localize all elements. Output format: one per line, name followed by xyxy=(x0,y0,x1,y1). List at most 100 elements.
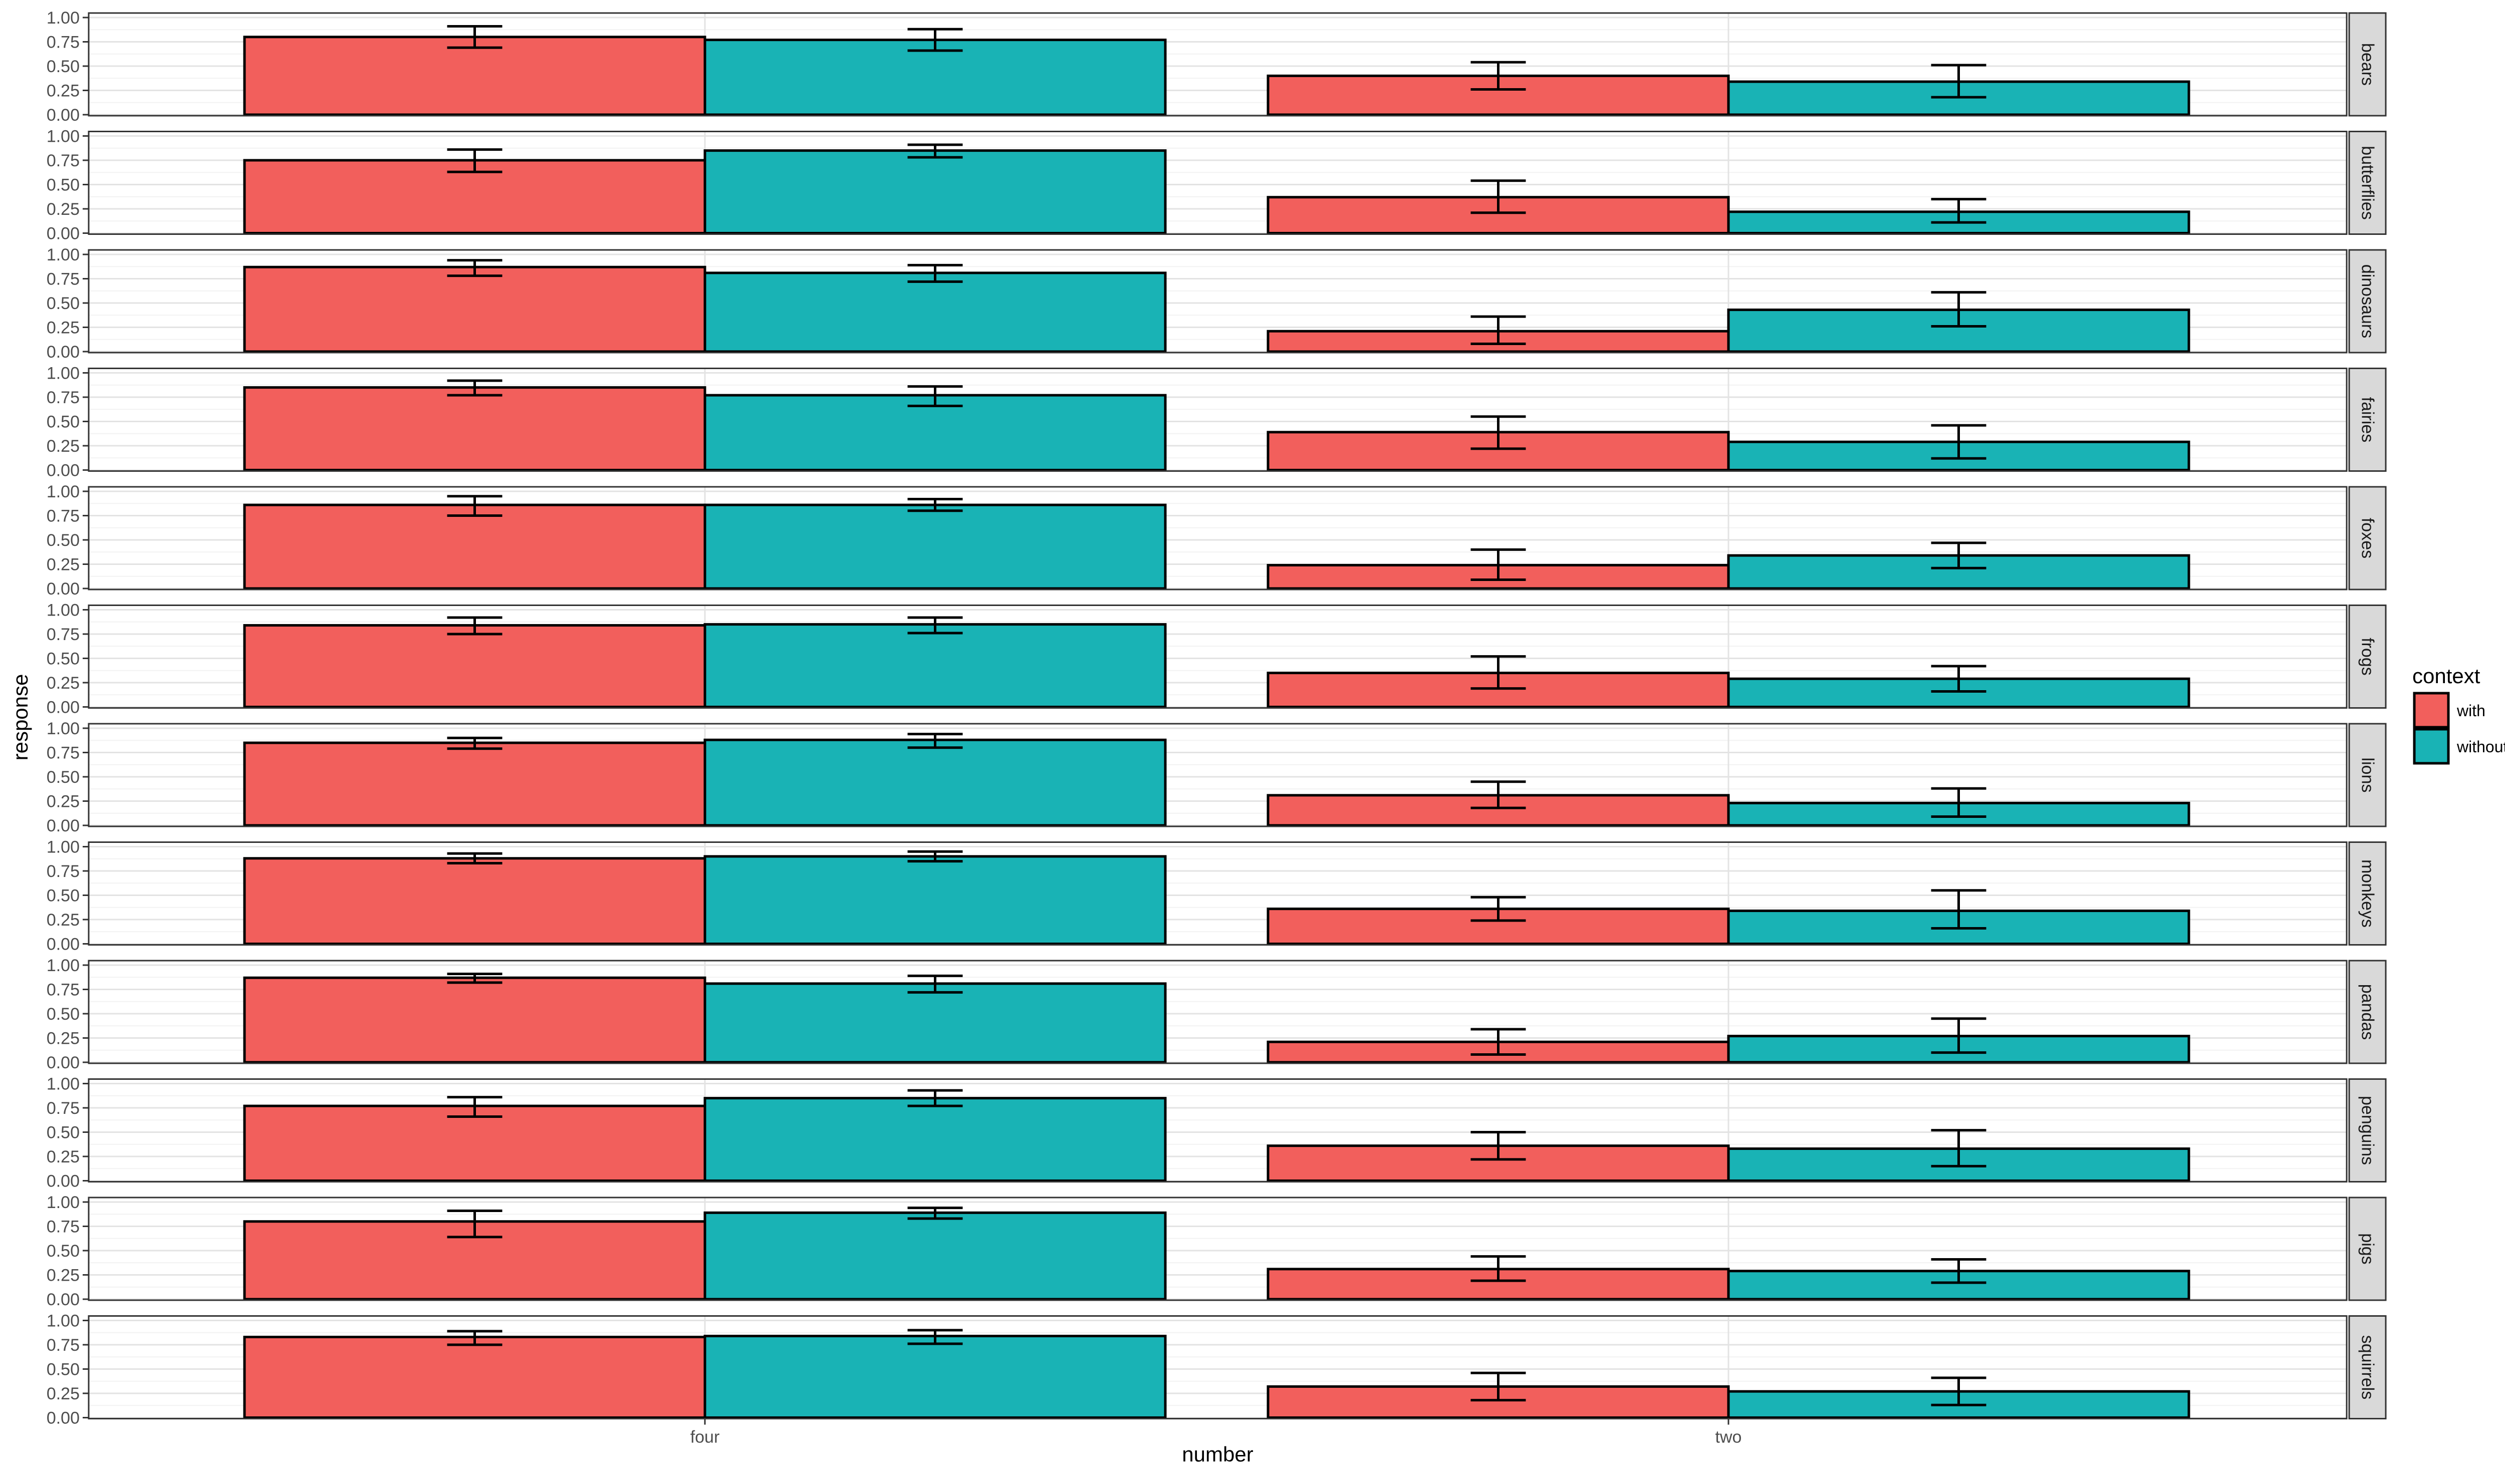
y-tick-label: 0.50 xyxy=(47,413,80,432)
facet-strip xyxy=(2348,131,2387,235)
facet-strip xyxy=(2348,960,2387,1064)
error-bar-foxes-four-with xyxy=(447,495,503,517)
bar-fairies-four-without xyxy=(703,394,1167,471)
facet-strip-label: frogs xyxy=(2358,638,2377,676)
facet-panel-lions: 0.00 0.25 0.50 0.75 1.00 lions xyxy=(47,719,2387,835)
facet-strip-label: lions xyxy=(2358,758,2377,793)
y-tick-label: 0.25 xyxy=(47,200,80,219)
error-bar-pandas-two-with xyxy=(1470,1028,1526,1056)
y-tick-label: 0.25 xyxy=(47,792,80,811)
bar-squirrels-four-with xyxy=(243,1335,706,1419)
error-bar-lions-two-with xyxy=(1470,780,1526,809)
y-tick-label: 0.50 xyxy=(47,886,80,906)
facet-panel-foxes: 0.00 0.25 0.50 0.75 1.00 foxes xyxy=(47,482,2387,599)
bar-pandas-four-without xyxy=(703,982,1167,1064)
y-tick-label: 0.75 xyxy=(47,744,80,763)
error-bar-penguins-two-with xyxy=(1470,1131,1526,1161)
panel-border xyxy=(88,605,2348,709)
bar-foxes-four-without xyxy=(703,503,1167,590)
error-bar-pigs-two-with xyxy=(1470,1255,1526,1282)
y-tick-label: 0.50 xyxy=(47,294,80,313)
error-bar-pigs-four-with xyxy=(447,1209,503,1239)
y-tick-label: 0.50 xyxy=(47,1242,80,1261)
error-bar-penguins-four-with xyxy=(447,1096,503,1118)
error-bar-foxes-two-without xyxy=(1931,541,1986,569)
facet-strip-label: squirrels xyxy=(2358,1335,2377,1399)
error-bar-pigs-two-without xyxy=(1931,1258,1986,1284)
y-tick-label: 1.00 xyxy=(47,9,80,28)
error-bar-fairies-two-with xyxy=(1470,415,1526,450)
y-tick-label: 0.50 xyxy=(47,768,80,787)
facet-panel-frogs: 0.00 0.25 0.50 0.75 1.00 frogs xyxy=(47,601,2387,717)
y-tick-label: 0.25 xyxy=(47,319,80,338)
y-tick-label: 1.00 xyxy=(47,956,80,975)
panel-border xyxy=(88,1078,2348,1182)
error-bar-penguins-two-without xyxy=(1931,1129,1986,1167)
bar-bears-four-without xyxy=(703,39,1167,116)
facet-strip-label: butterflies xyxy=(2358,146,2377,219)
error-bar-butterflies-four-without xyxy=(907,143,963,159)
bar-penguins-four-without xyxy=(703,1097,1167,1182)
error-bar-fairies-four-with xyxy=(447,379,503,397)
y-tick-label: 1.00 xyxy=(47,482,80,501)
error-bar-butterflies-two-without xyxy=(1931,198,1986,224)
y-tick-label: 1.00 xyxy=(47,1312,80,1331)
facet-strip xyxy=(2348,1315,2387,1419)
error-bar-bears-four-with xyxy=(447,25,503,49)
error-bar-monkeys-two-with xyxy=(1470,896,1526,922)
facet-strip xyxy=(2348,486,2387,590)
facet-panel-pigs: 0.00 0.25 0.50 0.75 1.00 pigs xyxy=(47,1193,2387,1309)
facet-panel-dinosaurs: 0.00 0.25 0.50 0.75 1.00 dinosaurs xyxy=(47,245,2387,362)
x-tick-label: two xyxy=(1715,1428,1742,1447)
error-bar-butterflies-two-with xyxy=(1470,179,1526,214)
y-tick-label: 0.00 xyxy=(47,106,80,125)
y-tick-label: 0.25 xyxy=(47,1029,80,1048)
y-tick-label: 1.00 xyxy=(47,127,80,146)
y-tick-label: 0.75 xyxy=(47,625,80,644)
y-tick-label: 0.25 xyxy=(47,911,80,930)
panel-border xyxy=(88,960,2348,1064)
panel-border xyxy=(88,1315,2348,1419)
error-bar-bears-two-with xyxy=(1470,61,1526,91)
y-tick-label: 0.50 xyxy=(47,531,80,550)
y-tick-label: 0.75 xyxy=(47,862,80,881)
facet-panel-bears: 0.00 0.25 0.50 0.75 1.00 bears xyxy=(47,9,2387,125)
error-bar-squirrels-two-without xyxy=(1931,1376,1986,1406)
error-bar-lions-four-without xyxy=(907,733,963,749)
panel-border xyxy=(88,12,2348,117)
error-bar-dinosaurs-two-without xyxy=(1931,291,1986,328)
bar-monkeys-four-with xyxy=(243,857,706,946)
facet-strip-label: fairies xyxy=(2358,397,2377,443)
legend-key-without xyxy=(2413,728,2450,765)
panel-border xyxy=(88,486,2348,590)
panel-border xyxy=(88,249,2348,354)
y-tick-label: 1.00 xyxy=(47,719,80,738)
facet-strip-label: foxes xyxy=(2358,518,2377,558)
bar-lions-four-with xyxy=(243,741,706,827)
bar-fairies-four-with xyxy=(243,386,706,471)
panel-border xyxy=(88,841,2348,946)
error-bar-frogs-four-with xyxy=(447,616,503,636)
y-tick-label: 0.25 xyxy=(47,555,80,574)
y-tick-label: 0.75 xyxy=(47,507,80,526)
facet-strip-label: dinosaurs xyxy=(2358,264,2377,338)
bar-pigs-four-without xyxy=(703,1211,1167,1301)
error-bar-squirrels-four-with xyxy=(447,1330,503,1346)
error-bar-squirrels-two-with xyxy=(1470,1371,1526,1402)
y-tick-label: 0.00 xyxy=(47,1172,80,1191)
y-tick-label: 0.50 xyxy=(47,1005,80,1024)
error-bar-bears-four-without xyxy=(907,28,963,52)
panel-border xyxy=(88,723,2348,827)
y-tick-label: 0.75 xyxy=(47,1099,80,1118)
facet-panel-squirrels: 0.00 0.25 0.50 0.75 1.00 squirrels xyxy=(47,1312,2387,1428)
bar-monkeys-four-without xyxy=(703,855,1167,946)
facet-strip xyxy=(2348,12,2387,117)
y-tick-label: 0.25 xyxy=(47,82,80,101)
facet-strip-label: pandas xyxy=(2358,984,2377,1040)
y-tick-label: 1.00 xyxy=(47,838,80,857)
y-tick-label: 0.25 xyxy=(47,1384,80,1403)
error-bar-frogs-four-without xyxy=(907,616,963,635)
y-tick-label: 0.00 xyxy=(47,698,80,717)
y-tick-label: 0.75 xyxy=(47,151,80,170)
